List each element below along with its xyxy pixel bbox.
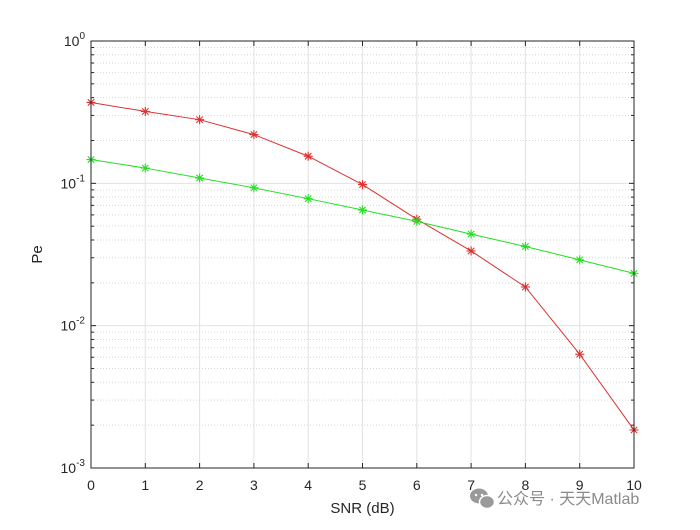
marker-stroke [358, 181, 367, 189]
marker-stroke [141, 164, 149, 172]
marker-stroke [467, 230, 475, 238]
x-tick-label: 5 [359, 477, 367, 493]
data-point [575, 255, 585, 265]
x-tick-label: 6 [413, 477, 421, 493]
marker-stroke [521, 242, 529, 251]
data-point [249, 183, 259, 193]
x-tick-label: 9 [576, 477, 584, 493]
wechat-icon [470, 488, 496, 510]
grid [91, 41, 634, 468]
y-tick-label: 100 [64, 31, 86, 49]
x-tick-label: 3 [250, 477, 258, 493]
marker-stroke [250, 184, 258, 192]
marker-stroke [304, 195, 312, 203]
marker-stroke [413, 217, 421, 225]
data-point [195, 115, 205, 125]
x-tick-label: 2 [196, 477, 204, 493]
x-tick-label: 1 [141, 477, 149, 493]
marker-stroke [250, 131, 258, 139]
y-tick-label: 10-2 [61, 316, 86, 334]
series-layer [86, 97, 639, 435]
data-point [140, 106, 150, 116]
data-point [358, 180, 367, 190]
watermark: 公众号 · 天天Matlab [470, 488, 639, 510]
x-axis-label: SNR (dB) [330, 500, 394, 517]
data-point [412, 216, 422, 226]
data-point [358, 205, 367, 215]
marker-stroke [576, 350, 584, 358]
marker-stroke [196, 174, 204, 182]
y-tick-label: 10-1 [61, 173, 86, 191]
series-2 [86, 155, 639, 278]
marker-stroke [521, 283, 529, 291]
y-tick-label: 10-3 [61, 458, 86, 476]
data-point [466, 246, 476, 256]
data-point [466, 229, 476, 239]
x-tick-label: 0 [87, 477, 95, 493]
marker-stroke [304, 152, 312, 160]
data-point [520, 241, 530, 251]
marker-stroke [358, 206, 367, 214]
marker-stroke [576, 256, 584, 264]
watermark-text: 公众号 · 天天Matlab [497, 490, 639, 508]
y-axis-label: Pe [29, 245, 46, 263]
x-tick-label: 4 [304, 477, 312, 493]
data-point [195, 173, 205, 183]
data-point [303, 194, 313, 204]
tick-labels: 0 1 2 3 4 5 6 7 8 9 10 100 10-1 10-2 10-3 [61, 31, 642, 493]
ticks [90, 40, 635, 469]
data-point [249, 130, 259, 140]
x-tick-label: 10 [626, 477, 642, 493]
data-point [140, 163, 150, 173]
data-point [303, 151, 313, 161]
marker-stroke [196, 116, 204, 124]
marker-stroke [141, 107, 149, 116]
data-point [520, 282, 530, 292]
x-tick-label: 7 [467, 477, 475, 493]
data-point [575, 349, 585, 359]
marker-stroke [467, 247, 475, 255]
x-tick-label: 8 [522, 477, 530, 493]
